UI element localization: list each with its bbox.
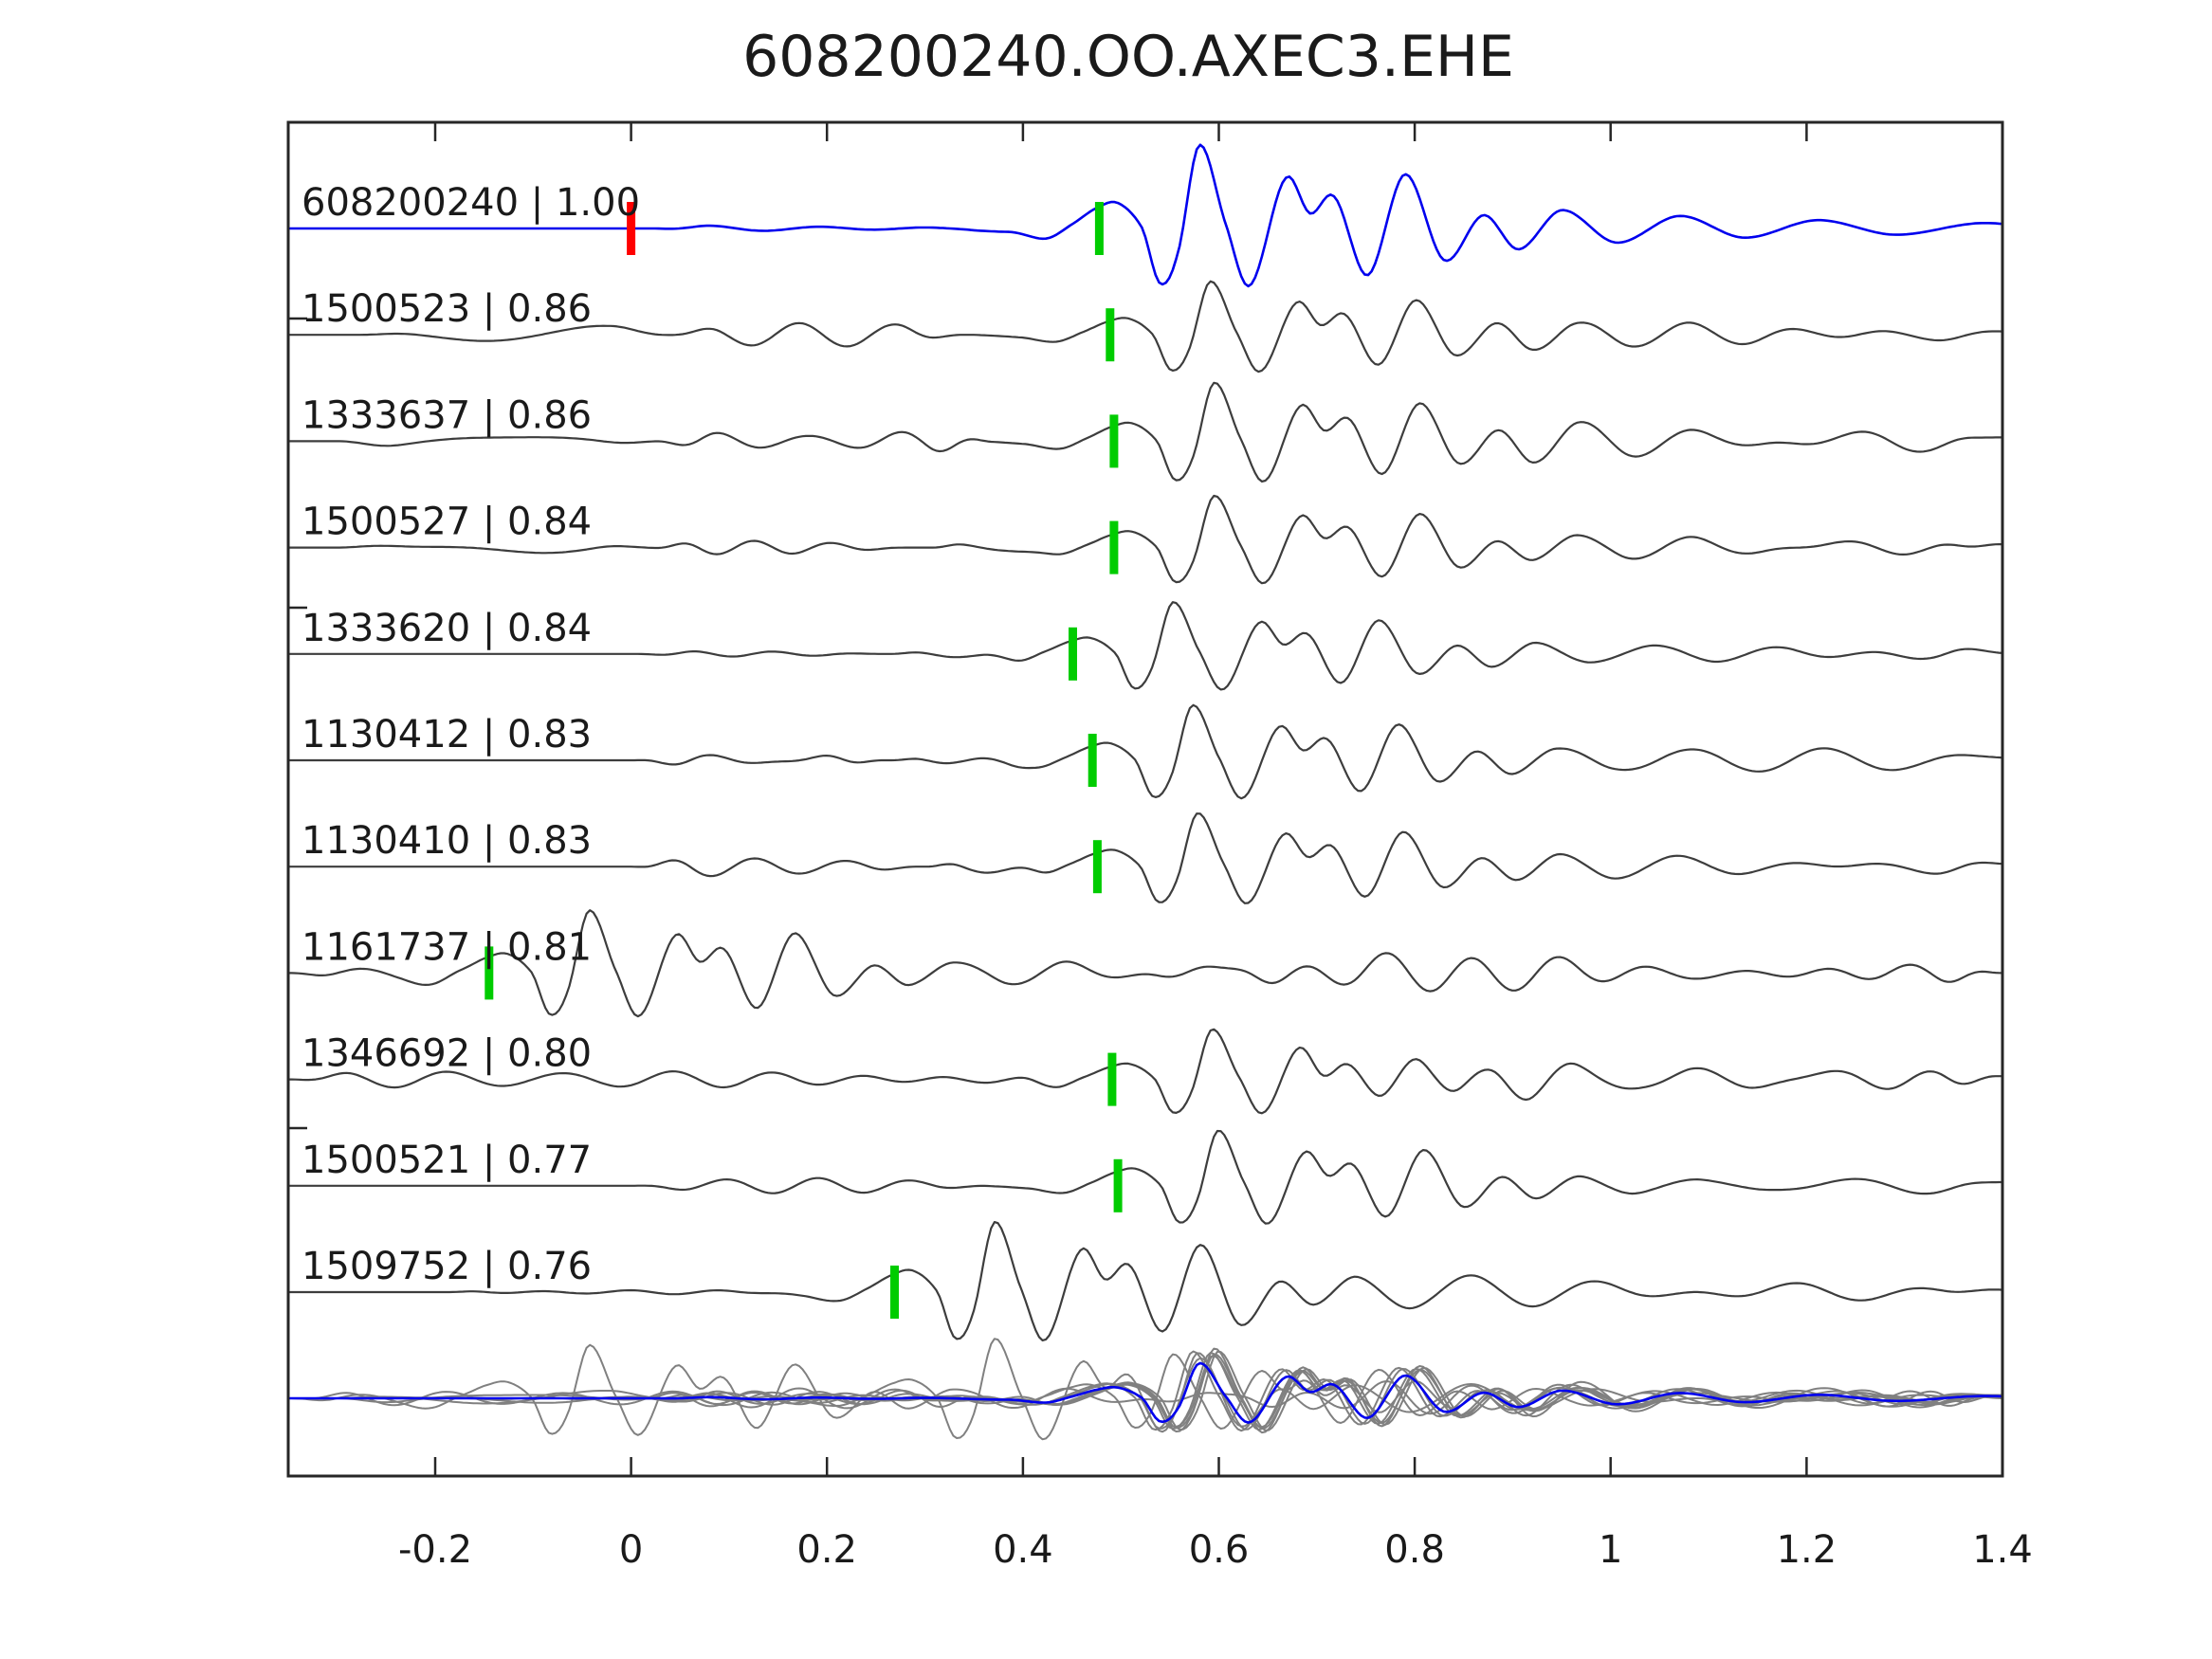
trace-label-1500527: 1500527 | 0.84 (302, 501, 592, 544)
waveform-trace-1509752 (288, 1221, 2002, 1341)
waveform-trace-1500527 (288, 494, 2002, 585)
x-tick-label-0.8: 0.8 (1384, 1528, 1445, 1572)
pick-marker-1130410 (1092, 840, 1102, 894)
pick-marker-1500521 (1113, 1158, 1123, 1212)
x-tick-label-0.6: 0.6 (1189, 1528, 1250, 1572)
pick-marker-1500523 (1106, 308, 1115, 362)
waveform-trace-1346692 (288, 1028, 2002, 1115)
pick-marker-608200240 (1094, 202, 1104, 255)
x-tick-label-0.4: 0.4 (993, 1528, 1053, 1572)
trace-label-1500523: 1500523 | 0.86 (302, 287, 592, 331)
pick-marker-1130412 (1088, 734, 1097, 787)
trace-label-1346692: 1346692 | 0.80 (302, 1032, 592, 1076)
x-tick-label-1: 1 (1599, 1528, 1622, 1572)
trace-label-608200240: 608200240 | 1.00 (302, 181, 640, 225)
x-tick-label--0.2: -0.2 (398, 1528, 472, 1572)
pick-marker-1333620 (1069, 627, 1077, 681)
trace-label-1333620: 1333620 | 0.84 (302, 607, 592, 650)
overlay-template-trace (288, 1361, 2002, 1424)
pick-marker-1161737 (484, 946, 494, 1000)
trace-label-1161737: 1161737 | 0.81 (302, 925, 592, 969)
pick-marker-1333637 (1109, 414, 1119, 468)
trace-label-1130410: 1130410 | 0.83 (302, 819, 592, 863)
waveform-trace-1333620 (288, 601, 2002, 691)
waveform-trace-1500523 (288, 280, 2002, 374)
x-tick-label-0: 0 (619, 1528, 643, 1572)
waveform-trace-1130410 (288, 812, 2002, 904)
waveform-trace-1500521 (288, 1129, 2002, 1225)
pick-marker-1346692 (1107, 1052, 1117, 1106)
chart-title: 608200240.OO.AXEC3.EHE (742, 24, 1514, 90)
x-tick-label-1.4: 1.4 (1972, 1528, 2033, 1572)
waveform-trace-608200240 (288, 143, 2002, 288)
waveform-trace-1130412 (288, 703, 2002, 800)
trace-label-1130412: 1130412 | 0.83 (302, 713, 592, 757)
overlay-trace-1346692 (288, 1355, 2002, 1429)
pick-marker-1500527 (1109, 520, 1119, 574)
chart-content: -0.2 0 0.2 0.4 0.6 0.8 1 1.2 1.4 608200240 | 1.00… (286, 120, 2033, 1572)
waveform-trace-1333637 (288, 381, 2002, 483)
trace-label-1500521: 1500521 | 0.77 (302, 1139, 592, 1182)
x-tick-label-1.2: 1.2 (1777, 1528, 1837, 1572)
waveform-trace-1161737 (288, 909, 2002, 1018)
plot-border (286, 120, 2004, 1478)
overlay-group (288, 1338, 2002, 1441)
overlay-trace-1500527 (288, 1353, 2002, 1430)
trace-label-1509752: 1509752 | 0.76 (302, 1245, 592, 1288)
pick-marker-1509752 (890, 1266, 899, 1319)
origin-marker-608200240 (627, 202, 636, 255)
trace-label-1333637: 1333637 | 0.86 (302, 393, 592, 437)
x-tick-label-0.2: 0.2 (796, 1528, 857, 1572)
traces-group (288, 143, 2002, 1341)
